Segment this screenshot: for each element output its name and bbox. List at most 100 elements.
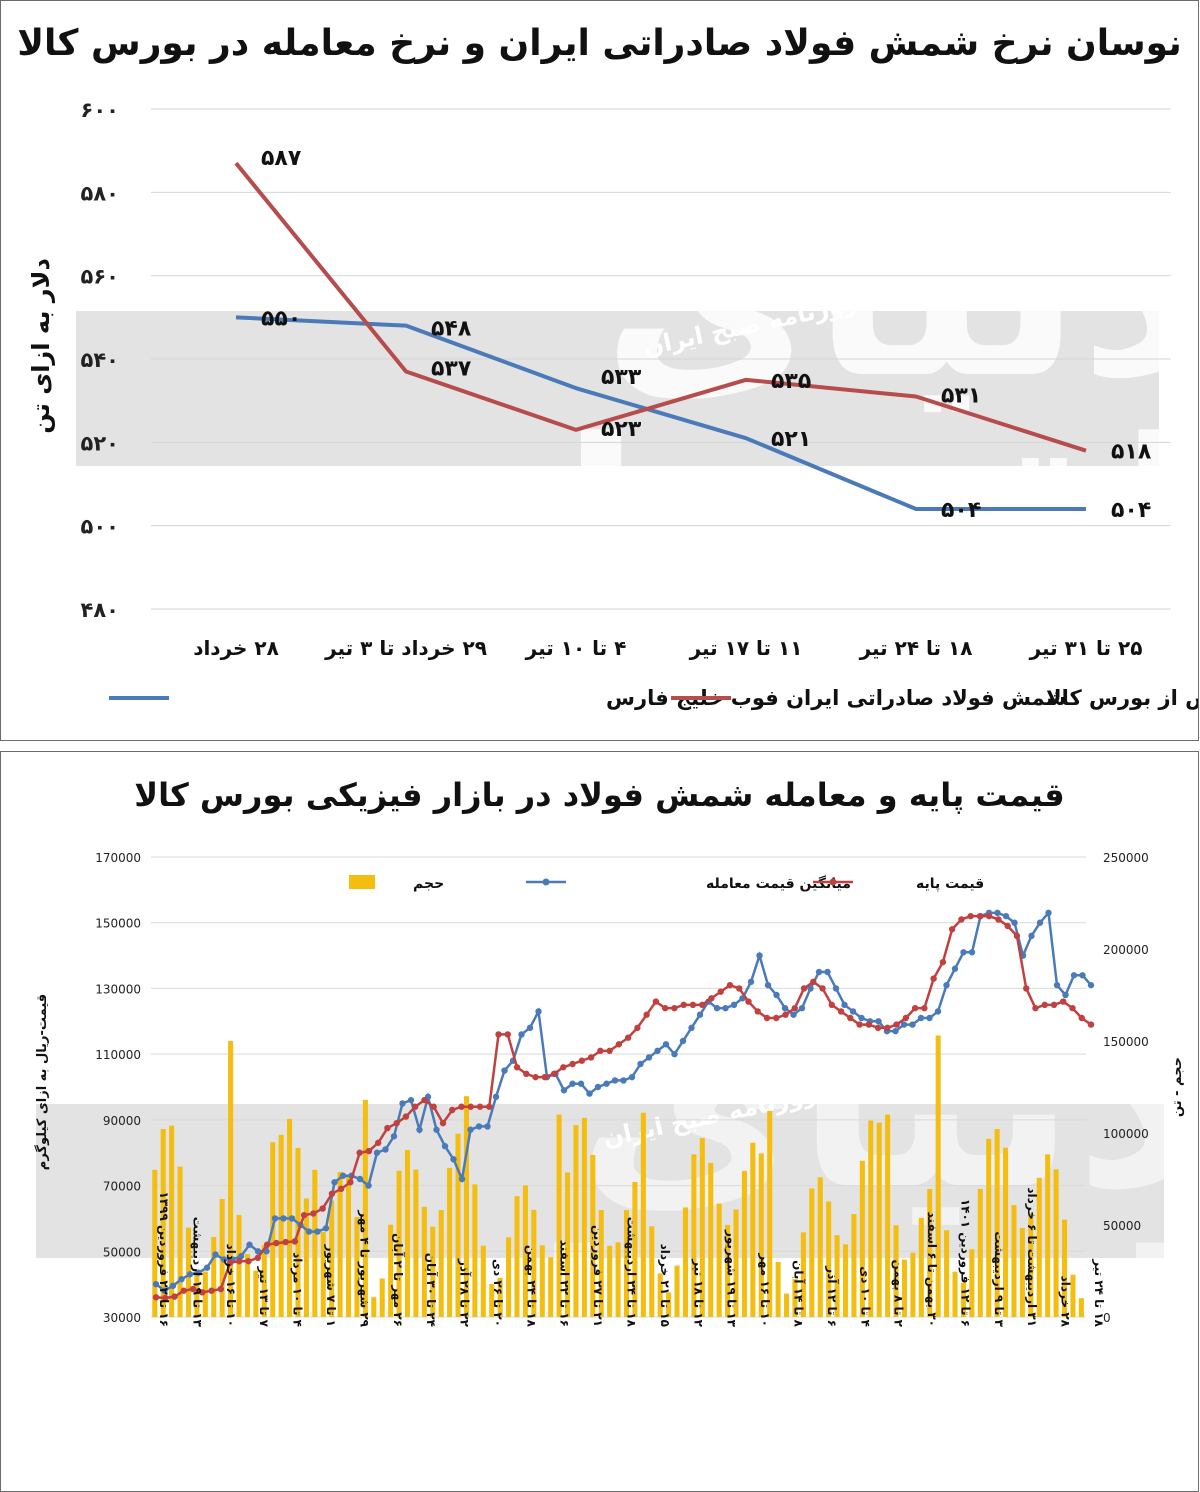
- chart2-avg-price-point: [169, 1282, 177, 1289]
- chart2-base-price-point: [393, 1119, 400, 1127]
- chart2-volume-bar: [792, 1279, 798, 1317]
- steel-billet-exchange-chart-panel: قیمت پایه و معامله شمش فولاد در بازار فی…: [0, 751, 1199, 1492]
- chart2-xtick-label: ۶ تا ۱۲ فروردین ۱۴۰۱: [957, 1199, 972, 1327]
- chart2-volume-bar: [169, 1125, 175, 1317]
- chart2-avg-price-point: [161, 1287, 168, 1294]
- chart2-base-price-point: [449, 1106, 456, 1114]
- chart2-base-price-point: [634, 1024, 641, 1032]
- chart2-avg-price-point: [152, 1280, 160, 1288]
- chart2-volume-bar: [758, 1153, 764, 1317]
- chart2-volume-bar: [354, 1217, 360, 1317]
- chart2-ytick-left-label: 70000: [103, 1180, 141, 1194]
- chart2-xtick-label: ۷ تا ۱۳ تیر: [257, 1266, 271, 1328]
- chart2-volume-bar: [1036, 1177, 1042, 1317]
- chart2-avg-price-point: [764, 981, 772, 989]
- chart2-base-price-point: [1069, 1004, 1076, 1012]
- chart2-avg-price-point: [305, 1228, 313, 1235]
- chart2-volume-bar: [514, 1196, 520, 1317]
- chart2-avg-price-point: [492, 1093, 500, 1101]
- chart2-avg-price-point: [246, 1241, 253, 1248]
- chart2-xtick-label: ۴ تا ۱۰ دی: [858, 1266, 872, 1327]
- chart2-base-price-point: [523, 1070, 530, 1078]
- chart1-ytick-label: ۶۰۰: [81, 98, 119, 122]
- chart2-volume-bar: [977, 1188, 983, 1317]
- chart2-avg-price-point: [688, 1024, 695, 1032]
- chart2-volume-bar: [733, 1209, 739, 1317]
- chart2-volume-bar: [228, 1041, 234, 1317]
- chart2-base-price-point: [217, 1285, 225, 1293]
- chart2-volume-bar: [809, 1188, 815, 1317]
- chart2-volume-bar: [876, 1122, 882, 1317]
- chart2-volume-bar: [1019, 1228, 1025, 1317]
- chart2-avg-price-point: [747, 978, 755, 986]
- chart2-base-price-point: [467, 1103, 474, 1110]
- chart2-base-price-point: [902, 1014, 910, 1022]
- chart2-volume-bar: [337, 1172, 343, 1317]
- chart2-legend-swatch-volume: [349, 875, 375, 889]
- chart2-base-price-point: [152, 1294, 160, 1301]
- chart1-data-label: ۵۰۴: [941, 498, 981, 523]
- chart2-avg-price-point: [909, 1021, 916, 1028]
- chart2-avg-price-point: [339, 1172, 347, 1179]
- chart2-volume-bar: [918, 1217, 924, 1317]
- chart2-volume-bar: [447, 1167, 453, 1317]
- chart1-ytick-label: ۵۰۰: [81, 515, 119, 539]
- chart2-volume-bar: [666, 1292, 672, 1317]
- chart2-base-price-point: [532, 1073, 539, 1081]
- chart2-xtick-label: ۱۰ تا ۱۶ مهر: [758, 1252, 772, 1327]
- chart2-avg-price-point: [407, 1096, 415, 1104]
- chart2-avg-price-point: [220, 1256, 228, 1263]
- chart2-volume-bar: [607, 1245, 613, 1317]
- chart2-base-price-point: [995, 916, 1002, 923]
- chart1-data-label: ۵۴۸: [431, 317, 472, 342]
- chart2-avg-price-point: [824, 968, 831, 976]
- chart2-xtick-label: ۲۰ تا ۲۶ دی: [491, 1259, 505, 1327]
- chart2-base-price-point: [782, 1011, 789, 1018]
- chart2-base-price-point: [569, 1060, 576, 1068]
- chart2-ytick-left-label: 130000: [95, 982, 141, 996]
- chart2-avg-price-point: [433, 1126, 440, 1133]
- chart2-volume-bar: [691, 1154, 697, 1317]
- chart2-avg-price-point: [586, 1090, 593, 1097]
- chart2-base-price-point: [180, 1287, 187, 1294]
- chart2-volume-bar: [211, 1237, 217, 1317]
- chart1-xtick-label: ۴ تا ۱۰ تیر: [525, 636, 627, 660]
- chart2-avg-price-point: [798, 1004, 806, 1012]
- chart2-avg-price-point: [1070, 972, 1078, 979]
- chart2-avg-price-point: [237, 1253, 245, 1260]
- chart1-data-label: ۵۲۳: [601, 417, 642, 442]
- chart2-avg-price-point: [858, 1014, 865, 1022]
- chart2-base-price-point: [374, 1139, 382, 1147]
- chart2-xtick-label: ۴ تا ۱۰ مرداد: [291, 1252, 305, 1327]
- chart2-xtick-label: ۲۲ تا ۲۸ آذر: [458, 1258, 473, 1328]
- chart2-base-price-point: [1032, 1004, 1039, 1012]
- chart2-volume-bar: [901, 1259, 908, 1317]
- chart2-volume-bar: [969, 1249, 975, 1317]
- chart2-volume-bar: [649, 1226, 655, 1317]
- chart2-volume-bar: [1003, 1147, 1009, 1317]
- chart2-volume-bar: [539, 1245, 545, 1317]
- chart2-volume-bar: [362, 1099, 368, 1317]
- chart2-avg-price-point: [288, 1215, 296, 1222]
- chart2-volume-bar: [489, 1283, 495, 1317]
- chart2-base-price-point: [282, 1238, 289, 1246]
- chart2-volume-bar: [160, 1129, 166, 1317]
- chart2-avg-price-point: [356, 1175, 364, 1183]
- chart2-volume-bar: [851, 1214, 857, 1317]
- chart2-base-price-point: [726, 981, 734, 989]
- chart2-avg-price-point: [203, 1264, 211, 1271]
- chart2-volume-bar: [506, 1237, 512, 1317]
- chart2-legend-label: میانگین قیمت معامله: [706, 875, 851, 892]
- chart2-avg-price-point: [773, 991, 780, 999]
- chart2-base-price-point: [587, 1054, 595, 1061]
- chart2-avg-price-point: [331, 1179, 338, 1186]
- chart2-volume-bar: [910, 1252, 916, 1317]
- chart2-base-price-point: [189, 1285, 197, 1293]
- chart2-base-price-point: [495, 1031, 502, 1038]
- chart2-volume-bar: [177, 1166, 183, 1317]
- chart2-avg-price-point: [654, 1047, 661, 1055]
- chart1-xtick-label: ۲۵ تا ۳۱ تیر: [1029, 636, 1143, 660]
- chart2-base-price-point: [828, 1001, 835, 1009]
- chart2-avg-price-point: [594, 1083, 602, 1091]
- chart2-avg-price-point: [671, 1050, 678, 1058]
